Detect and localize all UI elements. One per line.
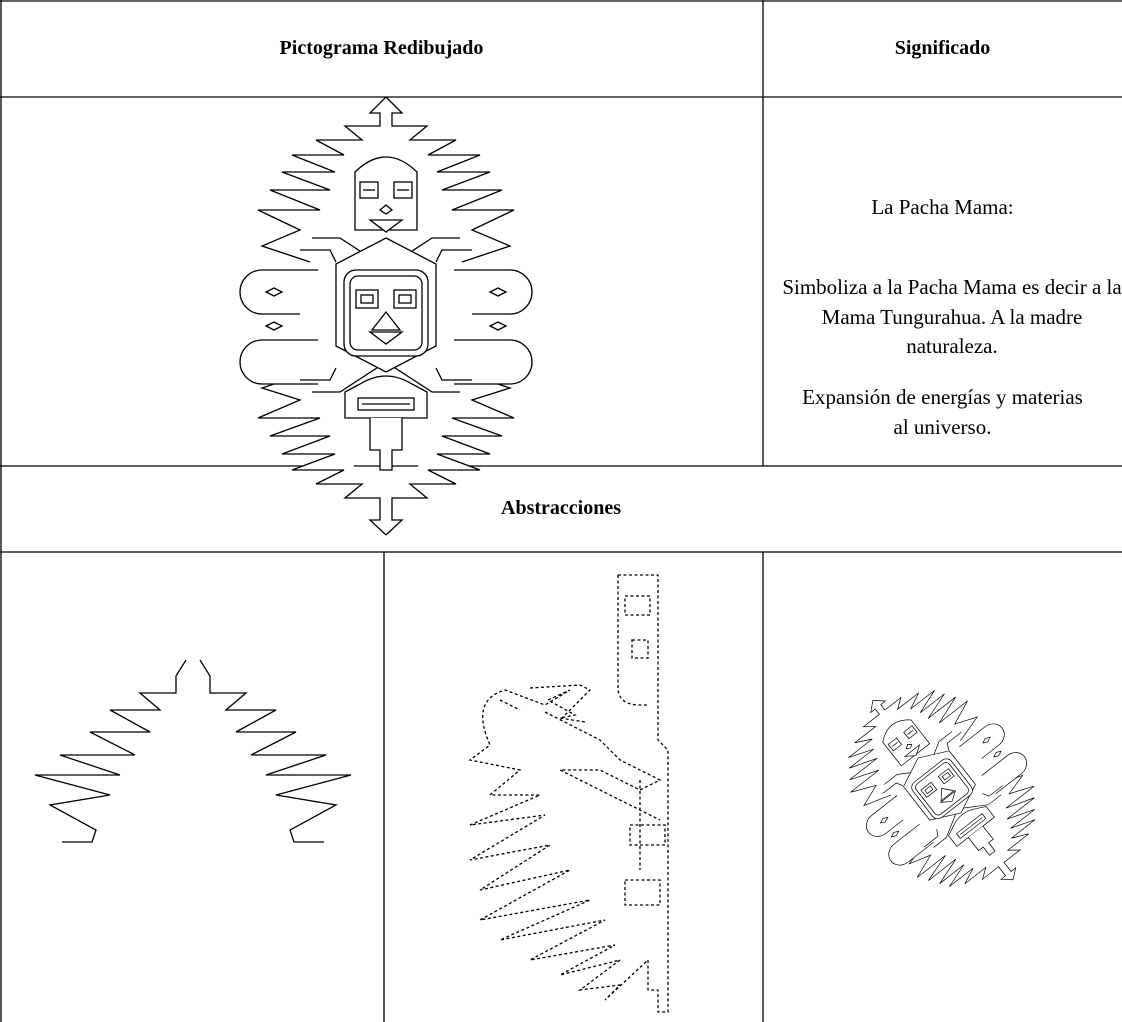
abstraction-tree bbox=[34, 659, 352, 843]
pictogram bbox=[240, 97, 532, 535]
abstraction-rotated bbox=[806, 648, 1080, 932]
header-cell: Pictograma Redibujado bbox=[279, 37, 484, 59]
meaning-paragraph: Simboliza a la Pacha Mama es decir a la … bbox=[782, 275, 1122, 358]
abstraction-dashed bbox=[468, 574, 669, 1013]
meaning-paragraph: Expansión de energías y materias al univ… bbox=[802, 385, 1083, 439]
section-title: Abstracciones bbox=[501, 497, 621, 519]
header-cell: Significado bbox=[894, 37, 991, 59]
meaning-title: La Pacha Mama: bbox=[871, 195, 1014, 219]
